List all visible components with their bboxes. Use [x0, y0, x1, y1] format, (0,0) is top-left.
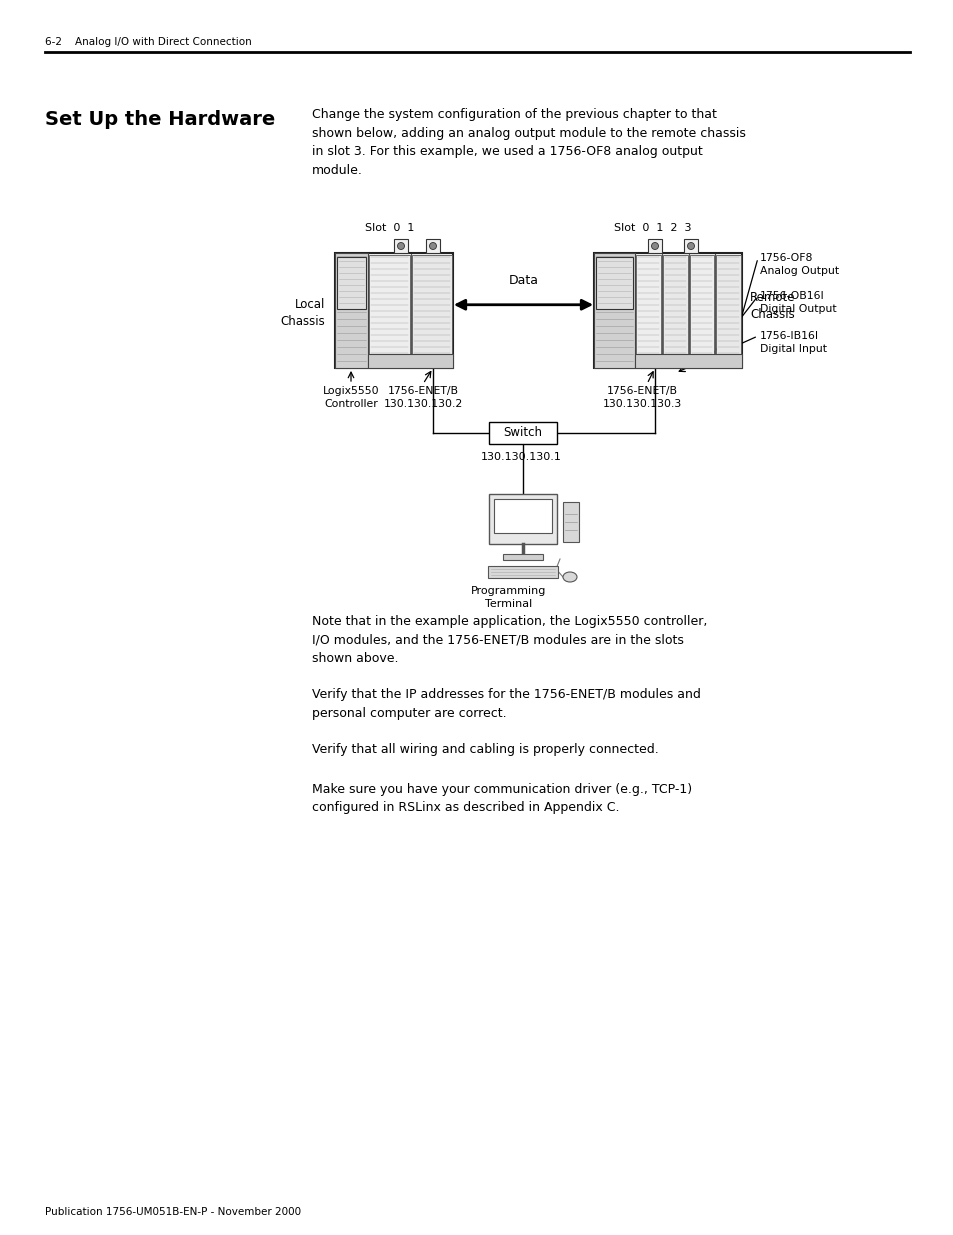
Bar — [662, 254, 687, 366]
Text: Slot  0  1  2  3: Slot 0 1 2 3 — [614, 224, 691, 233]
Circle shape — [429, 242, 436, 249]
Bar — [489, 494, 557, 543]
Text: Verify that the IP addresses for the 1756-ENET/B modules and
personal computer a: Verify that the IP addresses for the 175… — [312, 688, 700, 720]
Text: Slot  0  1: Slot 0 1 — [365, 224, 414, 233]
Bar — [335, 253, 368, 368]
Text: Logix5550
Controller: Logix5550 Controller — [322, 387, 379, 409]
Text: Remote
Chassis: Remote Chassis — [749, 291, 795, 321]
Bar — [336, 257, 366, 309]
Bar — [594, 253, 635, 368]
Text: Note that in the example application, the Logix5550 controller,
I/O modules, and: Note that in the example application, th… — [312, 615, 706, 664]
Bar — [594, 253, 741, 368]
Ellipse shape — [562, 572, 577, 582]
Bar — [716, 254, 740, 366]
Bar — [683, 240, 698, 253]
Bar — [647, 240, 661, 253]
Bar — [636, 254, 660, 366]
Text: Change the system configuration of the previous chapter to that
shown below, add: Change the system configuration of the p… — [312, 107, 745, 177]
Text: 1756-OB16I
Digital Output: 1756-OB16I Digital Output — [760, 291, 836, 314]
Bar — [426, 240, 439, 253]
Bar — [689, 254, 714, 366]
Circle shape — [397, 242, 404, 249]
Circle shape — [651, 242, 658, 249]
Bar — [494, 499, 552, 534]
Text: Set Up the Hardware: Set Up the Hardware — [45, 110, 275, 128]
Text: Data: Data — [508, 274, 537, 287]
Text: Switch: Switch — [503, 426, 542, 440]
Text: Local
Chassis: Local Chassis — [280, 298, 325, 329]
Bar — [596, 257, 633, 309]
Text: Make sure you have your communication driver (e.g., TCP-1)
configured in RSLinx : Make sure you have your communication dr… — [312, 783, 691, 815]
Circle shape — [687, 242, 694, 249]
Bar — [394, 240, 408, 253]
Bar — [635, 354, 741, 368]
Bar — [489, 422, 557, 445]
Text: 1756-ENET/B
130.130.130.2: 1756-ENET/B 130.130.130.2 — [383, 387, 462, 409]
Bar — [368, 354, 453, 368]
Bar — [335, 253, 453, 368]
Text: Verify that all wiring and cabling is properly connected.: Verify that all wiring and cabling is pr… — [312, 743, 659, 756]
Bar — [502, 555, 542, 559]
Text: 6-2    Analog I/O with Direct Connection: 6-2 Analog I/O with Direct Connection — [45, 37, 252, 47]
Text: 1756-ENET/B
130.130.130.3: 1756-ENET/B 130.130.130.3 — [601, 387, 680, 409]
Bar — [369, 254, 409, 366]
Bar — [562, 501, 578, 542]
Bar — [411, 254, 452, 366]
Text: 1756-IB16I
Digital Input: 1756-IB16I Digital Input — [760, 331, 826, 354]
Bar — [488, 566, 558, 578]
Text: Programming
Terminal: Programming Terminal — [471, 585, 546, 609]
Text: 130.130.130.1: 130.130.130.1 — [480, 452, 561, 462]
Text: Publication 1756-UM051B-EN-P - November 2000: Publication 1756-UM051B-EN-P - November … — [45, 1207, 301, 1216]
Text: 1756-OF8
Analog Output: 1756-OF8 Analog Output — [760, 253, 839, 277]
